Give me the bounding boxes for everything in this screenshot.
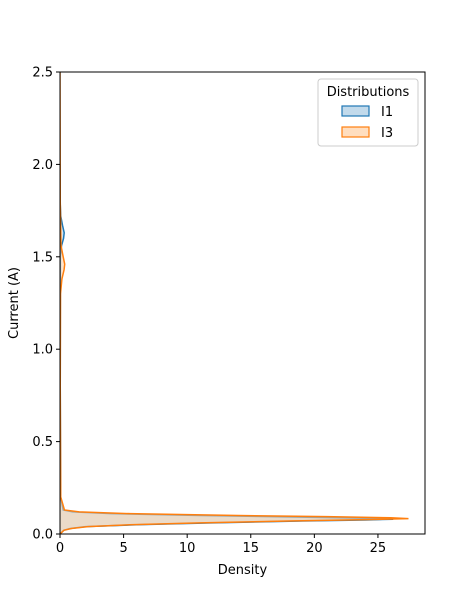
y-tick-label: 2.0 bbox=[32, 158, 53, 173]
x-axis-ticks: 0 5 10 15 20 25 bbox=[56, 534, 386, 556]
legend-swatch-i3 bbox=[341, 126, 370, 138]
x-tick-label: 10 bbox=[179, 541, 196, 556]
y-tick-label: 0.0 bbox=[32, 528, 53, 543]
x-tick-label: 25 bbox=[370, 541, 387, 556]
legend-label-i1: I1 bbox=[381, 105, 393, 120]
legend-swatch-i1 bbox=[341, 105, 370, 117]
x-tick-label: 20 bbox=[306, 541, 323, 556]
series-area-i1 bbox=[60, 164, 394, 534]
y-axis-label: Current (A) bbox=[7, 267, 22, 339]
x-tick-label: 0 bbox=[56, 541, 64, 556]
x-tick-label: 5 bbox=[119, 541, 127, 556]
y-tick-label: 0.5 bbox=[32, 435, 53, 450]
series-line-i3 bbox=[60, 72, 409, 534]
series-line-i1 bbox=[60, 164, 394, 534]
x-axis-label: Density bbox=[218, 563, 268, 578]
series-layer bbox=[60, 72, 409, 534]
y-tick-label: 2.5 bbox=[32, 66, 53, 81]
plot-area bbox=[59, 71, 426, 535]
legend-label-i3: I3 bbox=[381, 126, 393, 141]
y-tick-label: 1.5 bbox=[32, 250, 53, 265]
legend-title: Distributions bbox=[327, 85, 410, 100]
axes-frame bbox=[59, 71, 426, 535]
y-axis-ticks: 0.0 0.5 1.0 1.5 2.0 2.5 bbox=[32, 66, 60, 543]
y-tick-label: 1.0 bbox=[32, 343, 53, 358]
x-tick-label: 15 bbox=[242, 541, 259, 556]
